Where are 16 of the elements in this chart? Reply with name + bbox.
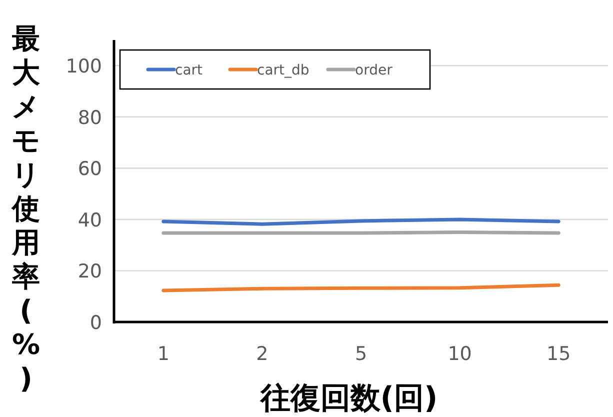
legend-label: cart_db [257, 62, 310, 78]
legend-label: order [355, 62, 393, 78]
y-tick-label: 100 [66, 56, 102, 78]
y-tick-label: 60 [78, 158, 102, 180]
x-tick-label: 5 [354, 343, 368, 365]
x-tick-label: 1 [157, 343, 170, 365]
x-tick-label: 10 [448, 343, 472, 365]
x-tick-label: 2 [256, 343, 268, 365]
y-tick-label: 0 [90, 312, 102, 334]
legend-label: cart [175, 62, 204, 78]
x-tick-label: 15 [546, 343, 571, 365]
y-tick-label: 80 [78, 106, 102, 129]
x-axis-title: 往復回数(回) [259, 381, 438, 416]
text: 最大メモリ使用率(%) [12, 22, 40, 395]
y-tick-label: 40 [78, 209, 102, 232]
y-tick-label: 20 [78, 260, 102, 283]
